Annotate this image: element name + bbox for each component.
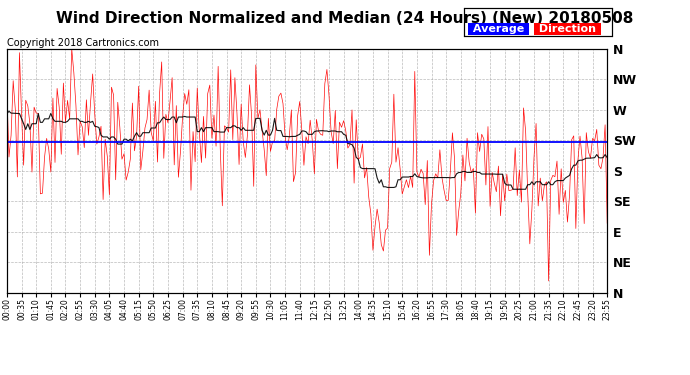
Text: Average: Average [469, 24, 529, 34]
Text: Direction: Direction [535, 24, 600, 34]
Text: Copyright 2018 Cartronics.com: Copyright 2018 Cartronics.com [7, 38, 159, 48]
Text: Wind Direction Normalized and Median (24 Hours) (New) 20180508: Wind Direction Normalized and Median (24… [57, 11, 633, 26]
Text: Direction: Direction [535, 24, 600, 34]
Text: Average: Average [469, 24, 529, 34]
